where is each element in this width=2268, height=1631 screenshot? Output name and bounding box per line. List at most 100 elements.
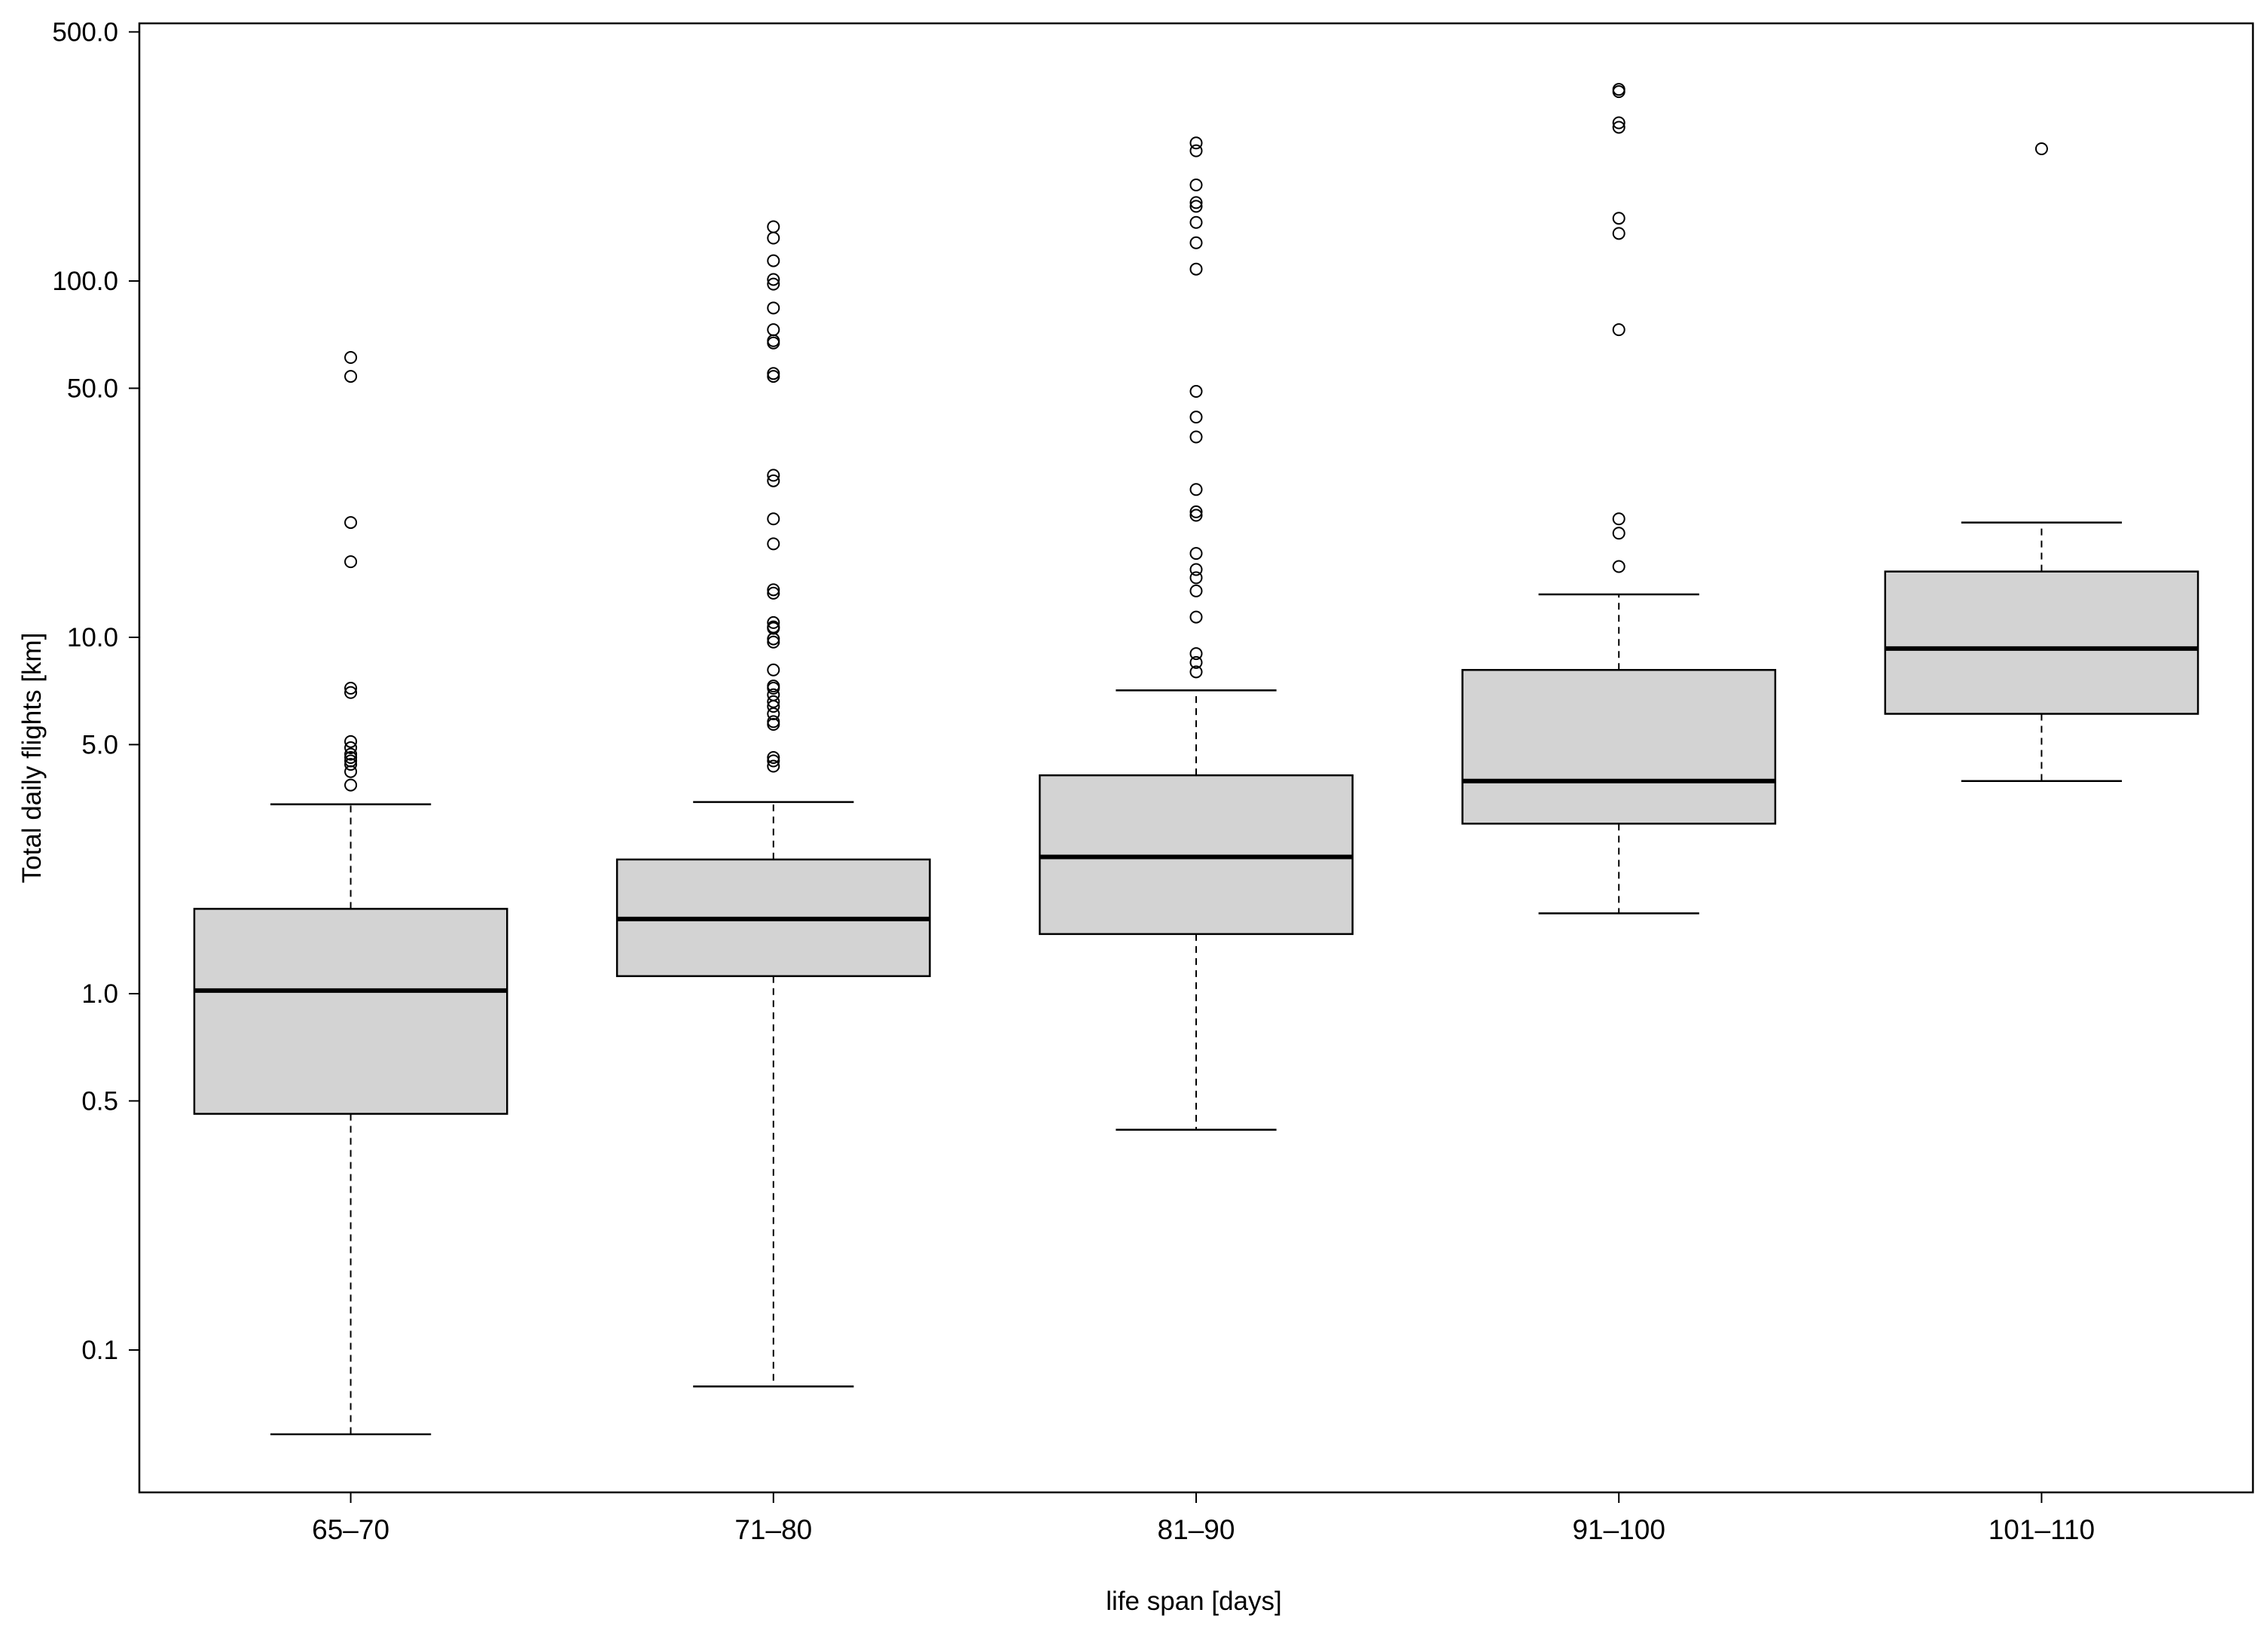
box-1 — [193, 351, 508, 1436]
x-tick-label: 71–80 — [734, 1514, 812, 1545]
outlier-point — [1189, 610, 1203, 624]
outlier-point — [767, 512, 780, 526]
outlier-point — [767, 615, 780, 629]
outlier-point — [344, 370, 358, 383]
outlier-point — [767, 323, 780, 337]
x-axis-title: life span [days] — [1106, 1587, 1281, 1616]
outlier-point — [767, 336, 780, 350]
x-tick-label: 81–90 — [1158, 1514, 1235, 1545]
outlier-point — [767, 220, 780, 234]
outlier-point — [767, 707, 780, 721]
outlier-point — [767, 759, 780, 773]
outlier-point — [767, 663, 780, 677]
y-tick-label: 5.0 — [81, 730, 118, 759]
outlier-point — [767, 751, 780, 765]
outlier-point — [1189, 430, 1203, 444]
y-tick-label: 1.0 — [81, 979, 118, 1009]
box-4 — [1461, 83, 1777, 915]
outlier-point — [2034, 142, 2048, 155]
iqr-box — [1884, 570, 2199, 715]
outlier-point — [344, 735, 358, 748]
outlier-point — [344, 555, 358, 569]
outlier-point — [1189, 236, 1203, 249]
y-tick-label: 500.0 — [52, 17, 118, 47]
outlier-point — [1612, 85, 1625, 99]
outlier-point — [344, 778, 358, 792]
outlier-point — [1612, 116, 1625, 130]
outlier-point — [767, 469, 780, 482]
outlier-point — [1189, 665, 1203, 679]
outlier-point — [1189, 411, 1203, 424]
outlier-point — [344, 765, 358, 778]
outlier-point — [767, 586, 780, 600]
outlier-point — [767, 754, 780, 768]
outlier-point — [767, 717, 780, 731]
box-5 — [1884, 142, 2199, 783]
y-tick-label: 50.0 — [67, 374, 118, 403]
outlier-point — [767, 695, 780, 708]
outlier-point — [767, 231, 780, 245]
outlier-point — [1189, 571, 1203, 585]
outlier-point — [344, 351, 358, 365]
outlier-point — [344, 747, 358, 761]
outlier-point — [767, 635, 780, 649]
outlier-point — [1612, 527, 1625, 540]
outlier-point — [1189, 584, 1203, 597]
outlier-point — [1189, 196, 1203, 209]
y-tick-label: 0.5 — [81, 1086, 118, 1116]
outlier-point — [344, 681, 358, 695]
outlier-point — [1189, 505, 1203, 518]
iqr-box — [193, 908, 508, 1115]
outlier-point — [344, 751, 358, 765]
y-tick-label: 10.0 — [67, 623, 118, 652]
y-axis-title: Total daily flights [km] — [17, 633, 47, 884]
outlier-point — [1189, 509, 1203, 522]
outlier-point — [767, 277, 780, 291]
box-2 — [615, 220, 931, 1388]
outlier-point — [1189, 547, 1203, 560]
outlier-point — [767, 273, 780, 286]
outlier-point — [1612, 227, 1625, 240]
outlier-point — [767, 370, 780, 383]
outlier-point — [1189, 144, 1203, 157]
outlier-point — [767, 367, 780, 380]
outlier-point — [767, 632, 780, 646]
outlier-point — [1612, 323, 1625, 337]
outlier-point — [1189, 483, 1203, 496]
outlier-point — [767, 537, 780, 551]
box-3 — [1039, 136, 1354, 1131]
y-tick-label: 0.1 — [81, 1336, 118, 1365]
outlier-point — [1612, 212, 1625, 225]
outlier-point — [344, 741, 358, 755]
outlier-point — [1189, 563, 1203, 576]
outlier-point — [1612, 512, 1625, 526]
outlier-point — [1189, 655, 1203, 669]
outlier-point — [767, 583, 780, 597]
y-axis: 500.0 100.0 50.0 10.0 5.0 1.0 0.5 0.1 — [52, 17, 140, 1365]
outlier-point — [767, 681, 780, 695]
outlier-point — [1189, 136, 1203, 150]
outlier-point — [344, 516, 358, 530]
outlier-point — [1612, 121, 1625, 134]
x-tick-label: 91–100 — [1572, 1514, 1665, 1545]
outlier-point — [1189, 262, 1203, 276]
outlier-point — [1189, 200, 1203, 213]
outlier-point — [1612, 560, 1625, 573]
outlier-point — [767, 700, 780, 713]
iqr-box — [1461, 669, 1777, 825]
outlier-point — [344, 686, 358, 699]
y-tick-label: 100.0 — [52, 267, 118, 296]
outlier-point — [767, 715, 780, 728]
outlier-point — [1189, 179, 1203, 192]
outlier-point — [767, 254, 780, 267]
outlier-point — [1189, 647, 1203, 661]
x-axis: 65–70 71–80 81–90 91–100 101–110 — [312, 1492, 2095, 1545]
x-tick-label: 65–70 — [312, 1514, 389, 1545]
x-tick-label: 101–110 — [1989, 1514, 2095, 1545]
outlier-point — [767, 474, 780, 487]
outlier-point — [344, 758, 358, 771]
box-group — [193, 83, 2199, 1436]
outlier-point — [767, 301, 780, 315]
outlier-point — [1189, 385, 1203, 399]
